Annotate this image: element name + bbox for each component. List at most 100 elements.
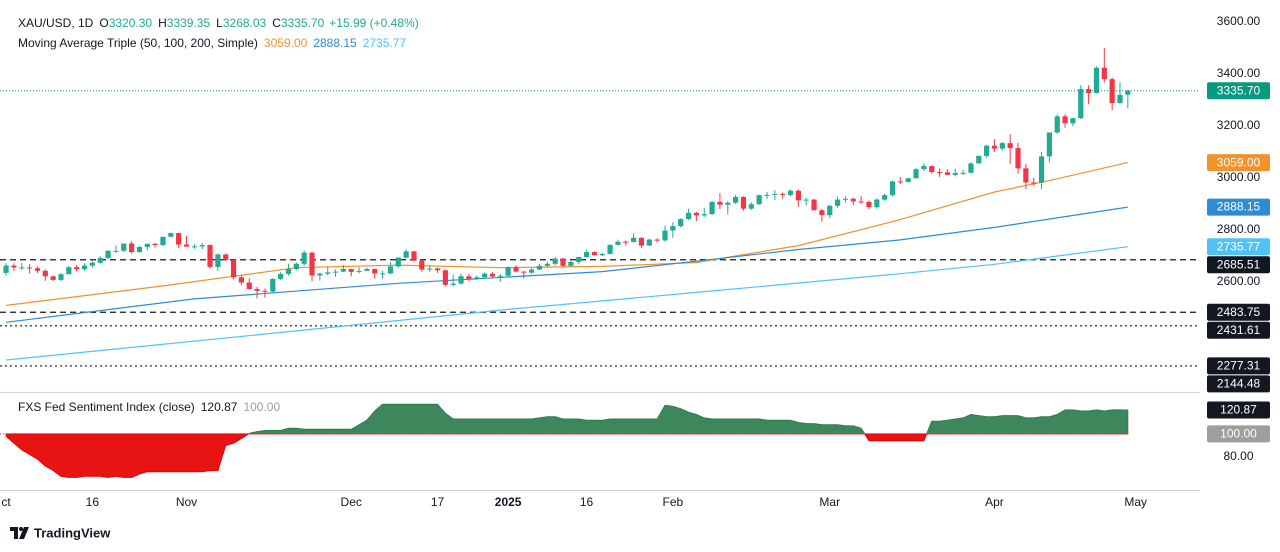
candle-body [1054,116,1060,133]
candle-body [1031,182,1037,184]
legend: XAU/USD, 1D O3320.30 H3339.35 L3268.03 C3335… [18,16,419,30]
candle-body [223,254,229,260]
candle-body [811,199,817,211]
ohlc-value: 3339.35 [167,16,211,30]
candle-body [552,258,558,264]
candle-body [121,243,127,251]
candle-body [709,201,715,215]
candle-body [442,270,448,285]
brand-logo [10,527,29,539]
ohlc-key: O [99,16,108,30]
candle-body [1070,118,1076,124]
candle-body [434,268,441,271]
candle-body [309,252,315,276]
x-tick-label: Nov [176,495,197,509]
candle-body [356,270,362,272]
candle-body [27,267,33,269]
candle-body [882,195,888,200]
candle-body [740,196,747,209]
candle-body [183,244,190,247]
price-label: 120.87 [1220,403,1257,417]
ohlc-value: 3335.70 [281,16,325,30]
ohlc-key: C [272,16,281,30]
moving-average-line [6,206,1128,323]
candle-body [1101,67,1107,80]
candle-body [842,198,849,200]
y-tick-label: 3200.00 [1217,118,1261,132]
indicator-value: 2735.77 [363,36,407,50]
candle-body [474,277,480,279]
candle-body [340,269,346,272]
candle-body [803,199,809,201]
price-label-bg [1207,303,1270,321]
candle-body [772,193,778,195]
price-label: 3059.00 [1217,155,1261,169]
candle-body [168,233,174,237]
candle-body [450,283,456,285]
candle-body [646,239,652,246]
price-label: 2277.31 [1217,359,1261,373]
candle-body [560,258,566,266]
candle-body [74,267,80,270]
y-tick-label: 2600.00 [1217,274,1261,288]
candle-body [976,155,982,164]
candle-body [678,219,684,227]
plot-area [0,403,1129,478]
y-tick-label: 2800.00 [1217,222,1261,236]
candle-body [34,268,41,271]
candle-body [458,276,464,284]
candle-body [827,205,833,216]
candle-body [787,190,794,195]
price-label-bg [1207,198,1270,216]
candle-body [11,265,17,268]
candle-body [662,230,668,241]
x-tick-label: Mar [819,495,840,509]
candle-body [599,253,605,256]
moving-average-line [6,162,1128,306]
y-tick-label: 3000.00 [1217,170,1261,184]
candle-body [403,251,409,258]
candle-body [591,252,598,256]
candle-body [819,210,825,216]
candle-body [160,236,166,246]
candle-body [1015,148,1021,169]
price-label-bg [1207,321,1270,339]
candle-body [999,143,1005,149]
x-tick-label: 17 [431,495,445,509]
candle-body [952,173,958,175]
candle-body [960,172,966,174]
candle-body [529,269,535,273]
candle-body [19,267,25,269]
price-label-bg [1207,256,1270,274]
x-tick-label: 16 [580,495,594,509]
candle-body [615,241,621,245]
candle-body [623,241,629,243]
candle-body [58,274,64,280]
candle-body [1086,89,1092,93]
x-tick-label: 2025 [495,495,522,509]
candle-body [638,237,645,246]
candle-body [701,214,707,216]
candle-body [521,271,527,273]
candle-body [238,277,245,283]
candle-body [301,252,307,264]
price-label: 2735.77 [1217,239,1261,253]
candle-body [685,212,692,220]
price-label-bg [1207,238,1270,256]
candle-body [497,275,503,277]
candle-body [387,266,394,274]
price-label: 2888.15 [1217,200,1261,214]
candle-body [113,250,119,252]
candle-body [1007,143,1013,149]
candle-body [568,261,574,266]
candle-body [748,204,754,209]
candle-body [991,145,998,149]
price-label-bg [1207,425,1270,443]
sentiment-area [5,403,1129,478]
candle-body [505,267,511,276]
x-tick-label: Apr [985,495,1004,509]
candle-body [246,282,252,290]
y-tick-label: 3400.00 [1217,66,1261,80]
candle-body [717,201,723,205]
candle-body [670,226,676,231]
